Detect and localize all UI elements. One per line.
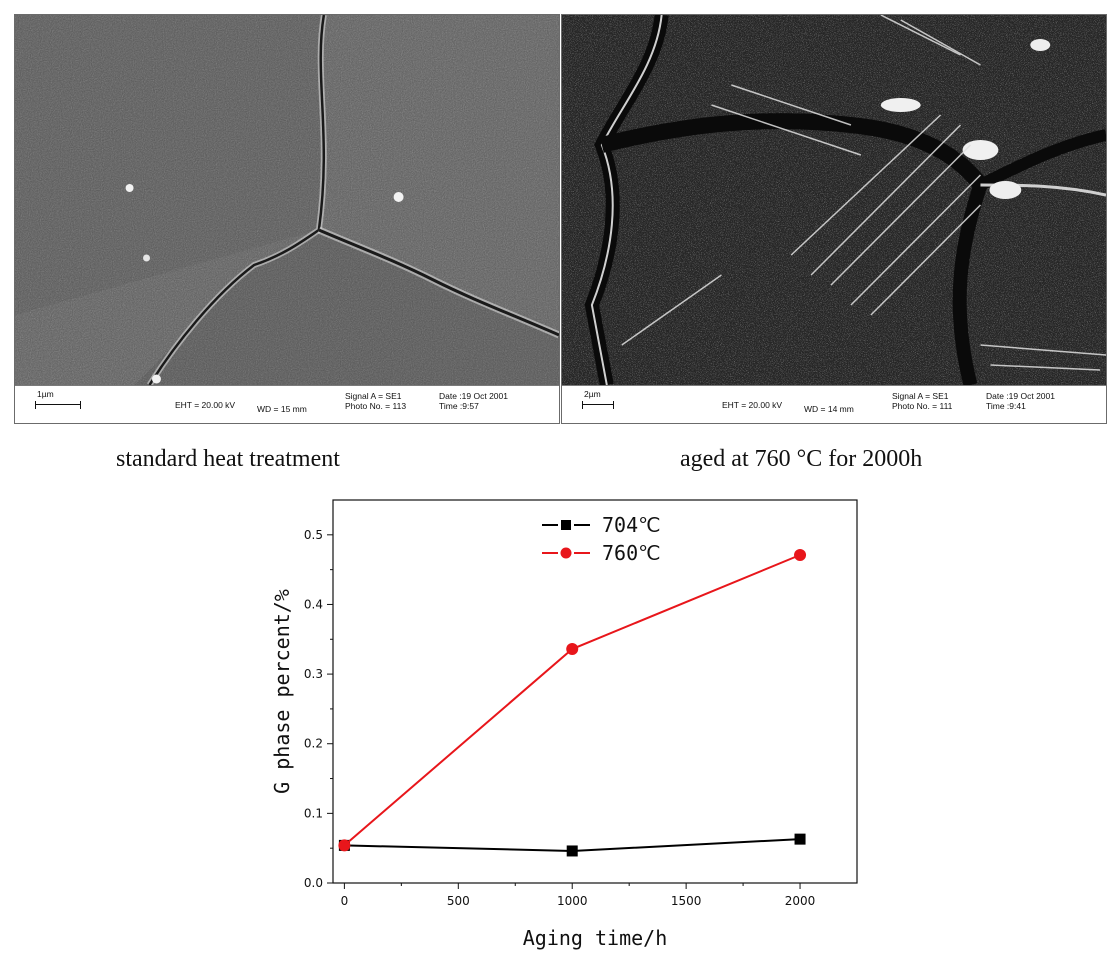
y-tick-label: 0.5 (304, 528, 323, 542)
y-tick-label: 0.3 (304, 667, 323, 681)
signal-label: Signal A = SE1 (345, 391, 402, 401)
scale-bar-label: 1µm (37, 389, 54, 399)
data-point-circle (566, 643, 579, 656)
x-tick-label: 0 (341, 894, 349, 908)
caption-standard-heat-treatment: standard heat treatment (116, 446, 340, 472)
wd-label: WD = 15 mm (257, 404, 307, 414)
y-axis-title: G phase percent/% (270, 589, 294, 794)
sem-databar: 2µm EHT = 20.00 kV WD = 14 mm Signal A =… (562, 385, 1106, 423)
x-tick-label: 1500 (671, 894, 702, 908)
x-axis-title: Aging time/h (523, 926, 668, 950)
legend-label: 704℃ (602, 513, 661, 537)
chart-series (338, 549, 807, 857)
date-label: Date :19 Oct 2001 (986, 391, 1055, 401)
eht-label: EHT = 20.00 kV (175, 400, 236, 410)
signal-label: Signal A = SE1 (892, 391, 949, 401)
chart-axes: 0 500 1000 1500 2000 0.0 0.1 0.2 0.3 0.4 0.5 (304, 499, 858, 908)
sem-image-aged (562, 15, 1106, 385)
date-label: Date :19 Oct 2001 (439, 391, 508, 401)
data-point-square (566, 845, 578, 857)
chart-legend: 704℃ 760℃ (542, 513, 661, 565)
y-tick-label: 0.0 (304, 876, 323, 890)
x-tick-label: 1000 (557, 894, 588, 908)
data-point-circle (338, 839, 351, 852)
wd-label: WD = 14 mm (804, 404, 854, 414)
scale-bar-label: 2µm (584, 389, 601, 399)
x-tick-label: 500 (447, 894, 470, 908)
micrograph-aged-760c: 2µm EHT = 20.00 kV WD = 14 mm Signal A =… (561, 14, 1107, 424)
y-tick-label: 0.4 (304, 597, 323, 611)
sem-databar: 1µm EHT = 20.00 kV WD = 15 mm Signal A =… (15, 385, 559, 423)
y-tick-label: 0.2 (304, 737, 323, 751)
time-label: Time :9:41 (986, 401, 1026, 411)
photo-number-label: Photo No. = 113 (345, 401, 407, 411)
data-point-square (794, 833, 806, 845)
sem-image-standard (15, 15, 559, 385)
micrograph-standard-heat-treatment: 1µm EHT = 20.00 kV WD = 15 mm Signal A =… (14, 14, 560, 424)
legend-label: 760℃ (602, 541, 661, 565)
eht-label: EHT = 20.00 kV (722, 400, 783, 410)
scale-bar (35, 401, 81, 409)
data-point-circle (794, 549, 807, 562)
legend-marker-square (561, 520, 571, 530)
y-tick-label: 0.1 (304, 806, 323, 820)
caption-aged-760c: aged at 760 °C for 2000h (680, 446, 923, 472)
legend-marker-circle (560, 547, 572, 559)
time-label: Time :9:57 (439, 401, 479, 411)
plot-frame (332, 499, 858, 884)
photo-number-label: Photo No. = 111 (892, 401, 953, 411)
scale-bar (582, 401, 614, 409)
x-tick-label: 2000 (785, 894, 816, 908)
series-line (343, 554, 801, 847)
